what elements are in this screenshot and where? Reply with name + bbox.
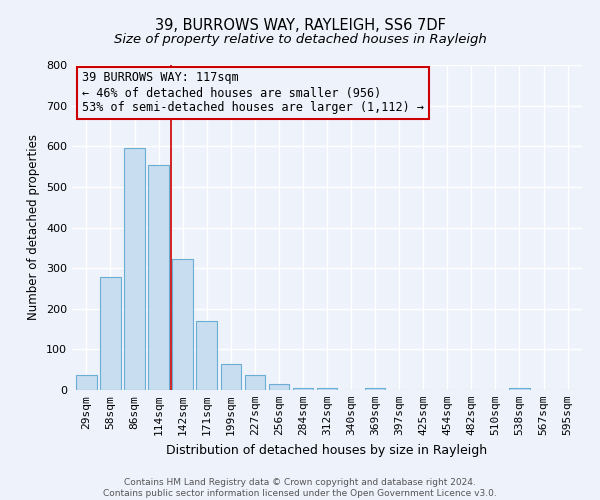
Text: 39 BURROWS WAY: 117sqm
← 46% of detached houses are smaller (956)
53% of semi-de: 39 BURROWS WAY: 117sqm ← 46% of detached…	[82, 72, 424, 114]
Bar	[124, 148, 145, 390]
Y-axis label: Number of detached properties: Number of detached properties	[28, 134, 40, 320]
Bar	[221, 364, 241, 390]
Bar	[100, 277, 121, 390]
Bar	[365, 388, 385, 390]
X-axis label: Distribution of detached houses by size in Rayleigh: Distribution of detached houses by size …	[166, 444, 488, 456]
Bar	[172, 259, 193, 390]
Bar	[148, 166, 169, 390]
Text: Size of property relative to detached houses in Rayleigh: Size of property relative to detached ho…	[113, 32, 487, 46]
Bar	[317, 388, 337, 390]
Bar	[509, 388, 530, 390]
Bar	[245, 374, 265, 390]
Bar	[76, 374, 97, 390]
Bar	[196, 321, 217, 390]
Text: Contains HM Land Registry data © Crown copyright and database right 2024.
Contai: Contains HM Land Registry data © Crown c…	[103, 478, 497, 498]
Text: 39, BURROWS WAY, RAYLEIGH, SS6 7DF: 39, BURROWS WAY, RAYLEIGH, SS6 7DF	[155, 18, 445, 32]
Bar	[293, 388, 313, 390]
Bar	[269, 384, 289, 390]
